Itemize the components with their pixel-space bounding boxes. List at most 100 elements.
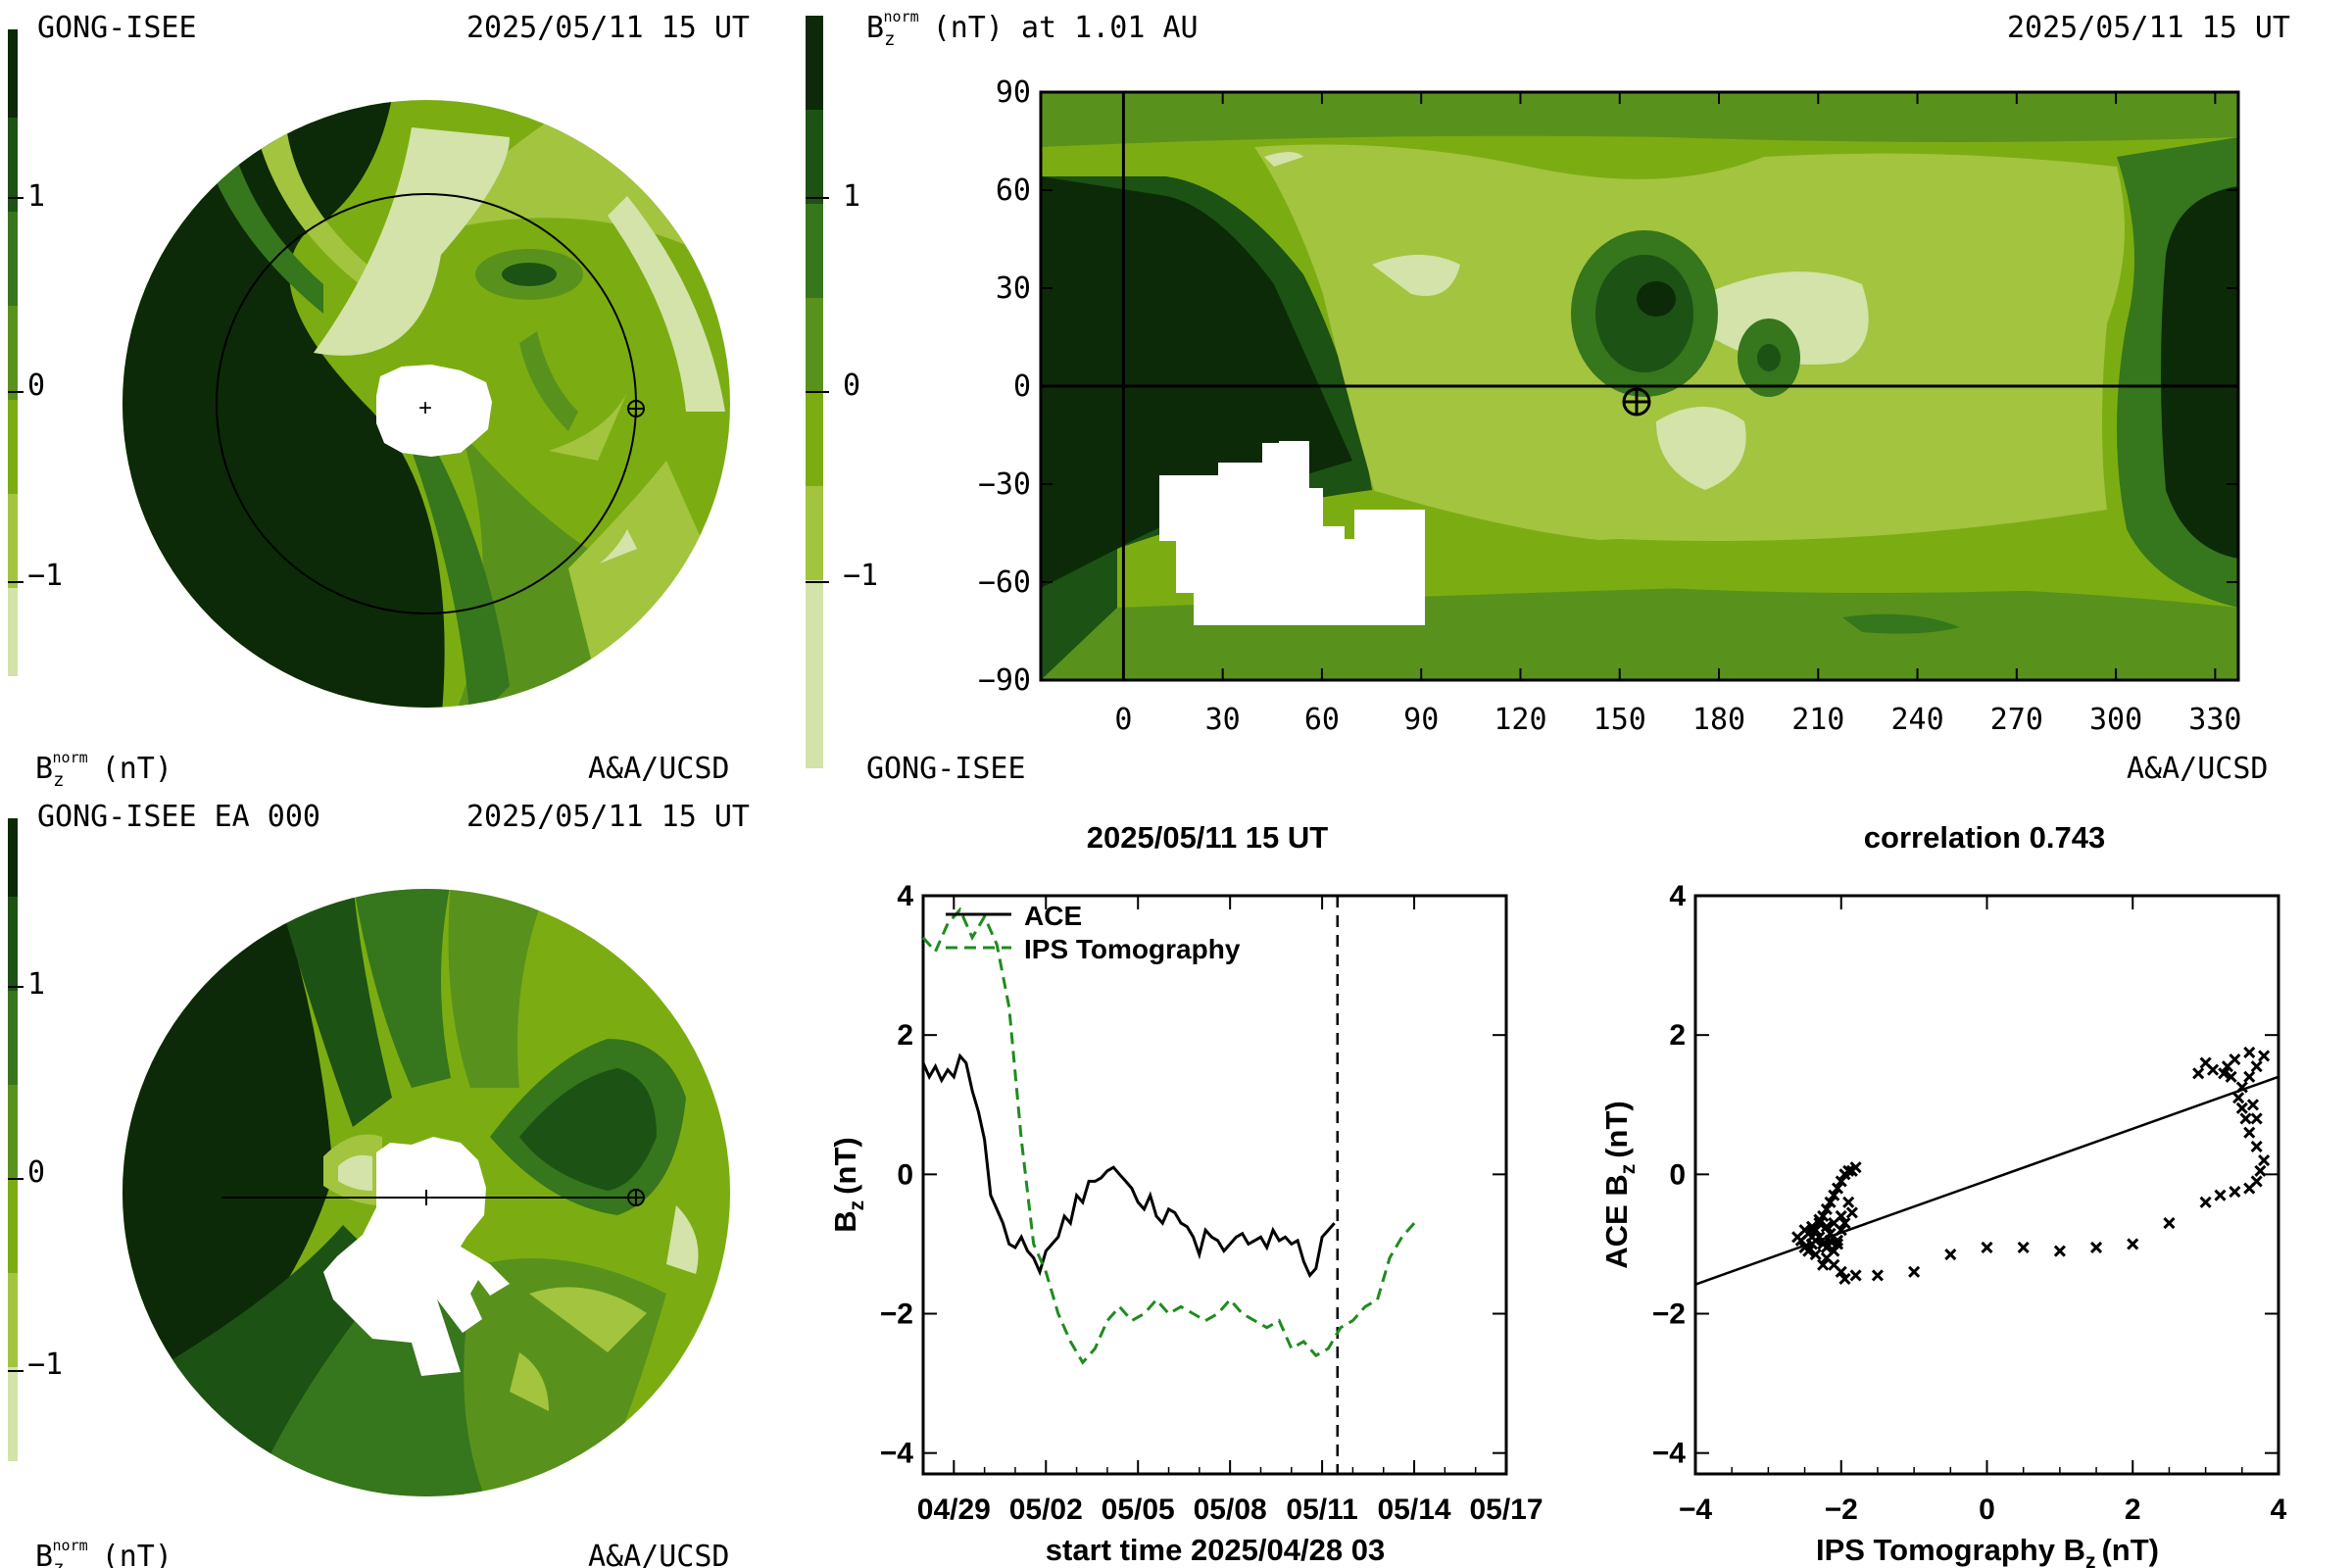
scatter-point	[1835, 1209, 1847, 1223]
scatter-point	[1817, 1258, 1830, 1271]
scatter-point	[2254, 1164, 2267, 1177]
scatter-panel: correlation 0.743 −4 −2 0 2 4 4 2 0 −2 −4 IPS Tom…	[1599, 820, 2287, 1568]
y-tick-label: 90	[996, 75, 1031, 110]
scatter-point	[2127, 1238, 2139, 1250]
scatter-point	[2239, 1112, 2252, 1125]
scatter-point	[2250, 1060, 2263, 1073]
x-tick-label: 330	[2188, 703, 2241, 737]
bottom-left-panel: 1 0 −1 Bznorm (nT) GONG-ISEE EA 000 2025/…	[8, 800, 750, 1568]
scatter-point	[1842, 1164, 1855, 1177]
y-tick-label: 0	[897, 1158, 913, 1191]
y-tick-label: 0	[1669, 1158, 1686, 1191]
y-tick-label: 4	[897, 880, 913, 912]
scatter-point	[1831, 1238, 1844, 1250]
scatter-point	[1981, 1241, 1993, 1254]
earth-marker-top	[627, 400, 645, 417]
y-tick-label: −2	[880, 1298, 913, 1331]
colorbar-segment	[8, 29, 18, 118]
scatter-point	[1871, 1269, 1885, 1282]
scatter-point	[2235, 1102, 2248, 1114]
x-tick-label: 30	[1205, 703, 1241, 737]
colorbar-segment	[806, 486, 823, 580]
colorbar-segment	[8, 991, 18, 1085]
scatter-point	[2246, 1099, 2260, 1111]
y-tick-label: 0	[1013, 369, 1031, 404]
line-chart-legend: ACE IPS Tomography	[946, 901, 1241, 964]
colorbar-tick-label: 1	[27, 179, 45, 214]
colorbar-unit-label: Bznorm (nT)	[35, 749, 172, 791]
x-tick-label: 300	[2089, 703, 2142, 737]
scatter-point	[1831, 1234, 1844, 1247]
x-tick-label: 60	[1304, 703, 1340, 737]
y-tick-label: −4	[1652, 1438, 1687, 1470]
x-tick-label: 0	[1114, 703, 1132, 737]
scatter-point	[1849, 1161, 1862, 1174]
x-tick-label: 05/05	[1102, 1494, 1175, 1526]
y-tick-label: 60	[996, 173, 1031, 208]
line-chart-xlabel: start time 2025/04/28 03	[1046, 1533, 1385, 1567]
occulted-region	[376, 365, 492, 457]
scatter-point	[2250, 1112, 2263, 1125]
source-label: GONG-ISEE	[866, 752, 1026, 786]
scatter-point	[1813, 1217, 1826, 1230]
colorbar-segment	[806, 580, 823, 674]
scatter-point	[1835, 1175, 1847, 1188]
colorbar-segment	[8, 494, 18, 588]
scatter-point	[1831, 1182, 1844, 1195]
x-tick-label: 05/11	[1286, 1494, 1357, 1526]
colorbar-segment	[8, 306, 18, 400]
scatter-point	[2243, 1070, 2256, 1083]
colorbar-tick-label: −1	[843, 559, 878, 593]
map-panel: 1 0 −1 Bznorm (nT) at 1.01 AU 2025/05/11 …	[806, 8, 2290, 786]
colorbar-top-left: 1 0 −1 Bznorm (nT)	[8, 29, 172, 791]
scatter-point	[1824, 1196, 1837, 1208]
x-tick-label: 0	[1979, 1494, 1995, 1526]
colorbar-segment	[806, 110, 823, 204]
scatter-point	[2221, 1060, 2234, 1073]
x-tick-label: 150	[1593, 703, 1646, 737]
scatter-point	[2199, 1196, 2212, 1208]
scatter-point	[1805, 1238, 1819, 1250]
scatter-xlabel: IPS Tomography Bz (nT)	[1816, 1533, 2159, 1568]
x-tick-label: 05/17	[1469, 1494, 1543, 1526]
y-tick-label: 2	[1669, 1019, 1686, 1052]
y-tick-label: −90	[978, 663, 1031, 698]
x-tick-label: 120	[1494, 703, 1546, 737]
y-tick-label: −4	[880, 1438, 914, 1470]
scatter-axes: −4 −2 0 2 4 4 2 0 −2 −4	[1652, 880, 2287, 1526]
scatter-point	[1944, 1249, 1957, 1261]
x-tick-label: 4	[2271, 1494, 2287, 1526]
colorbar-segment	[8, 118, 18, 212]
x-tick-label: −4	[1679, 1494, 1713, 1526]
x-tick-label: 2	[2125, 1494, 2141, 1526]
y-tick-label: −2	[1652, 1298, 1686, 1331]
colorbar-segment	[806, 392, 823, 486]
scatter-point	[1838, 1272, 1851, 1286]
colorbar-segment	[806, 298, 823, 392]
scatter-points	[1791, 1046, 2271, 1286]
colorbar-tick-label: 0	[27, 368, 45, 403]
scatter-point	[2218, 1067, 2230, 1080]
y-tick-label: 2	[897, 1019, 913, 1052]
earth-marker-map	[1622, 387, 1651, 416]
colorbar-segment	[806, 16, 823, 110]
credit-label: A&A/UCSD	[2127, 752, 2269, 786]
credit-label: A&A/UCSD	[588, 752, 730, 786]
colorbar-segment	[8, 897, 18, 991]
legend-label-ips: IPS Tomography	[1024, 934, 1241, 964]
series-line-ace	[921, 1053, 1336, 1279]
scatter-ylabel: ACE Bz(nT)	[1599, 1101, 1640, 1268]
x-tick-label: 240	[1890, 703, 1943, 737]
scatter-fit	[1694, 1075, 2279, 1286]
colorbar-tick-label: 0	[843, 368, 860, 403]
scatter-point	[1809, 1249, 1822, 1261]
colorbar-tick-label: −1	[27, 559, 63, 593]
scatter-point	[1820, 1241, 1833, 1254]
scatter-point	[1791, 1231, 1804, 1244]
colorbar-segment	[8, 818, 18, 897]
source-label: GONG-ISEE	[37, 11, 197, 45]
scatter-point	[2243, 1126, 2256, 1139]
scatter-point	[1835, 1265, 1847, 1278]
scatter-point	[2250, 1175, 2263, 1188]
